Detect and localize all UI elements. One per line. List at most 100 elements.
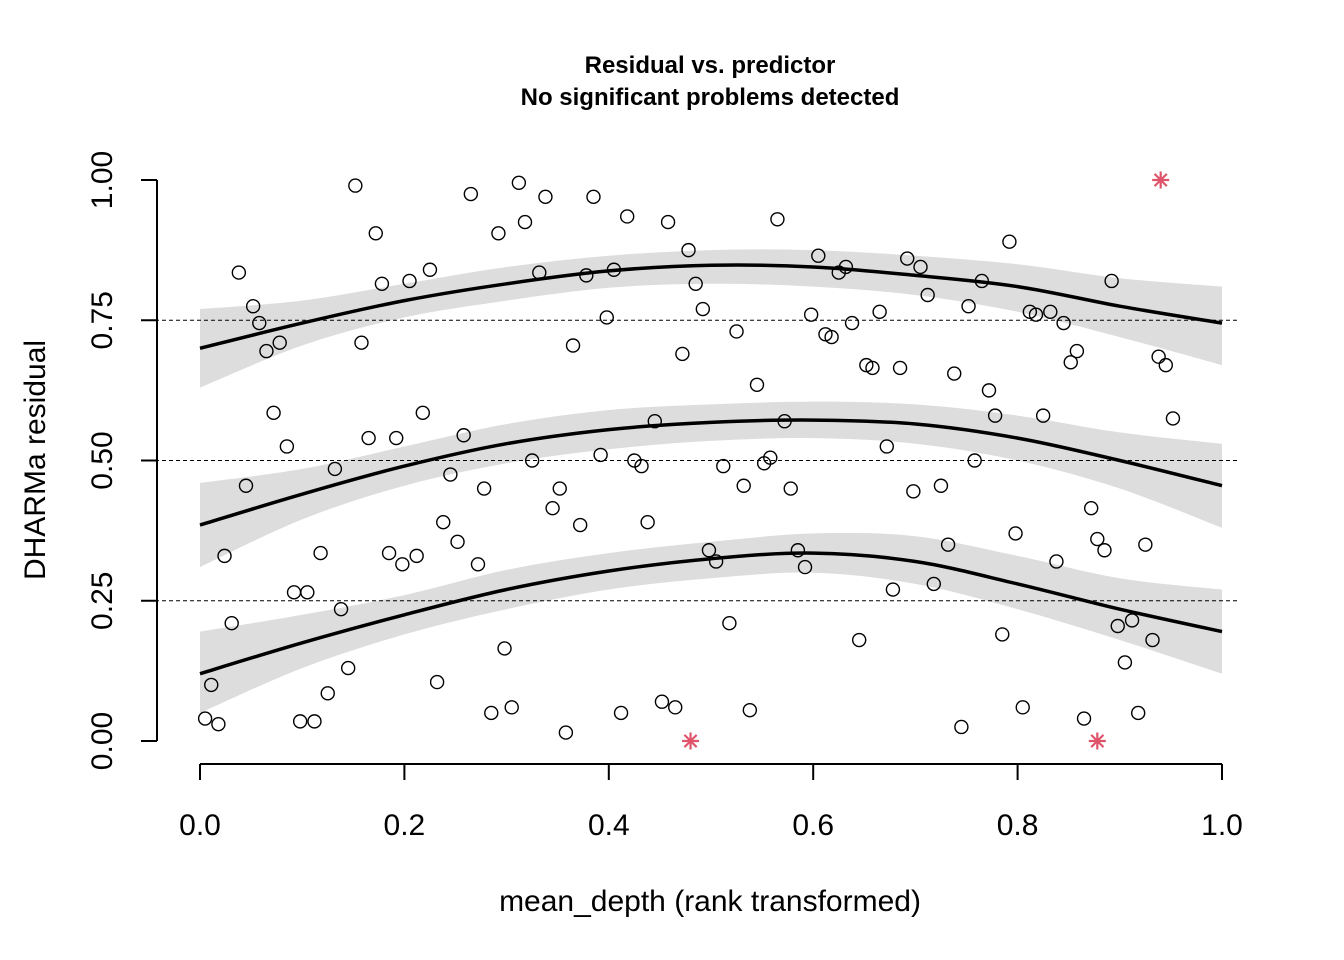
residual-point	[381, 545, 397, 561]
residual-point	[532, 265, 547, 280]
residual-point	[606, 262, 622, 277]
residual-point	[1151, 349, 1166, 364]
y-tick-label: 1.00	[86, 151, 119, 209]
residual-point	[1165, 411, 1181, 426]
residual-point	[217, 548, 232, 564]
residual-point	[389, 430, 404, 446]
residual-point	[450, 534, 465, 550]
residual-point	[736, 478, 751, 493]
residual-point	[811, 248, 826, 263]
residual-point	[463, 186, 479, 202]
residual-point	[272, 335, 287, 350]
residual-point	[675, 346, 690, 362]
residual-point	[204, 677, 219, 693]
residual-point	[851, 632, 867, 648]
y-tick-label: 0.25	[86, 572, 119, 630]
residual-point	[1069, 343, 1085, 359]
x-tick-label: 0.6	[792, 809, 834, 842]
outlier-points	[682, 171, 1170, 750]
residual-point	[476, 481, 492, 496]
residual-point	[1076, 711, 1092, 726]
residual-point	[1090, 531, 1105, 547]
residual-point	[940, 537, 956, 552]
residual-point	[722, 615, 737, 631]
residual-point	[1015, 700, 1030, 715]
residual-point	[231, 265, 247, 280]
residual-point	[892, 360, 908, 376]
residual-point	[783, 481, 798, 496]
confidence-bands	[200, 249, 1222, 713]
residual-point	[879, 439, 894, 454]
residual-point	[729, 324, 744, 339]
residual-point	[456, 428, 471, 443]
residual-point	[777, 414, 792, 429]
quantile-fit-line-q0.75	[199, 263, 1223, 350]
residual-point	[361, 430, 376, 446]
chart-title: Residual vs. predictor	[585, 52, 836, 79]
residual-point	[470, 557, 486, 572]
residual-point	[1043, 304, 1058, 320]
residual-point	[504, 700, 519, 715]
outlier-point	[1152, 171, 1170, 189]
residual-point	[484, 705, 499, 721]
residual-point	[307, 714, 322, 729]
residual-point	[552, 481, 567, 496]
residual-point	[872, 304, 887, 320]
residual-point	[967, 453, 982, 468]
residual-point	[545, 500, 560, 516]
residual-point	[279, 439, 295, 454]
residual-point	[238, 478, 254, 493]
residual-point	[708, 554, 724, 569]
residual-point	[599, 310, 614, 325]
residual-point	[1028, 307, 1044, 322]
residual-point	[1130, 705, 1146, 721]
residual-point	[313, 545, 328, 561]
residual-point	[368, 226, 383, 241]
residual-point	[538, 189, 553, 205]
confidence-band-q0.5	[200, 401, 1222, 568]
residual-point	[429, 674, 445, 690]
confidence-band-q0.25	[200, 532, 1222, 713]
residual-point	[586, 189, 601, 205]
residual-point	[900, 251, 915, 266]
residual-point	[593, 447, 608, 463]
y-tick-label: 0.00	[86, 712, 119, 770]
residual-point	[1002, 234, 1017, 249]
residual-point	[716, 458, 731, 474]
residual-point	[1008, 526, 1023, 541]
residual-point	[831, 265, 846, 280]
residual-point	[770, 212, 785, 227]
confidence-band-q0.75	[200, 249, 1222, 388]
residual-point	[422, 262, 438, 277]
residual-point	[517, 214, 533, 230]
residual-point	[320, 686, 335, 701]
residual-point	[524, 453, 540, 468]
residual-point	[668, 700, 683, 715]
residual-point	[354, 335, 369, 350]
residual-point	[640, 515, 655, 530]
residual-point	[1138, 537, 1153, 552]
residual-point	[1110, 618, 1125, 634]
residual-point	[954, 719, 969, 735]
residual-point	[1158, 357, 1173, 373]
residual-point	[1097, 543, 1112, 558]
residual-point	[865, 360, 880, 376]
x-tick-label: 0.8	[997, 809, 1039, 842]
residual-point	[333, 601, 349, 617]
y-tick-label: 0.75	[86, 291, 119, 349]
residual-point	[797, 559, 813, 575]
outlier-point	[682, 732, 700, 750]
x-tick-label: 0.0	[179, 809, 221, 842]
residual-points	[197, 175, 1181, 740]
residual-point	[613, 705, 629, 721]
residual-point	[558, 725, 574, 740]
residual-point	[224, 615, 239, 631]
residual-point	[245, 299, 261, 314]
y-axis: 0.00 0.25 0.50 0.75 1.00	[86, 151, 158, 770]
residual-point	[415, 405, 430, 421]
residual-point	[913, 259, 928, 275]
residual-point	[286, 585, 302, 600]
residual-point	[1104, 273, 1119, 289]
y-axis-label: DHARMa residual	[19, 340, 52, 580]
